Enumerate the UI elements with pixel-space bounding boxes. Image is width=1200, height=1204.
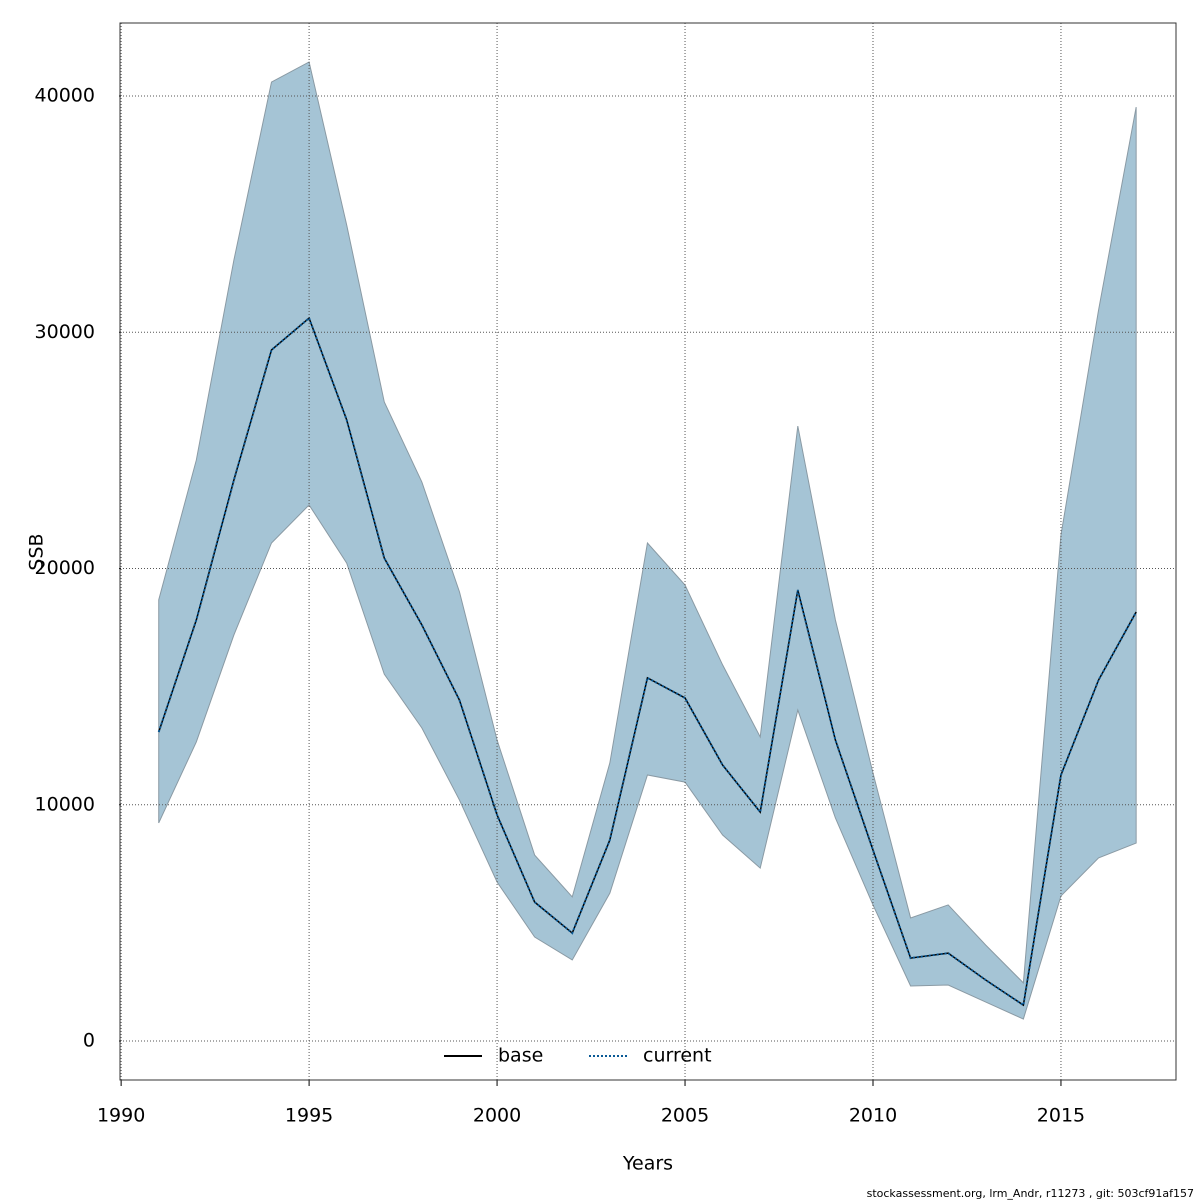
- x-tick-label: 2000: [473, 1105, 521, 1127]
- y-tick-label: 0: [83, 1030, 95, 1052]
- y-tick-label: 10000: [35, 793, 95, 815]
- y-axis-label: SSB: [26, 533, 48, 570]
- x-axis-label: Years: [622, 1153, 673, 1175]
- legend-label: base: [498, 1045, 543, 1067]
- y-tick-label: 30000: [35, 321, 95, 343]
- y-tick-label: 20000: [35, 557, 95, 579]
- x-tick-label: 2005: [661, 1105, 709, 1127]
- x-tick-label: 1995: [285, 1105, 333, 1127]
- x-tick-label: 1990: [97, 1105, 145, 1127]
- x-tick-label: 2010: [849, 1105, 897, 1127]
- series-line: [158, 316, 1137, 1007]
- plot-frame: [119, 22, 1177, 1081]
- x-tick-label: 2015: [1037, 1105, 1085, 1127]
- y-tick-label: 40000: [35, 85, 95, 107]
- confidence-band: [158, 61, 1137, 1020]
- legend-label: current: [643, 1045, 712, 1067]
- footnote: stockassessment.org, lrm_Andr, r11273 , …: [867, 1187, 1194, 1200]
